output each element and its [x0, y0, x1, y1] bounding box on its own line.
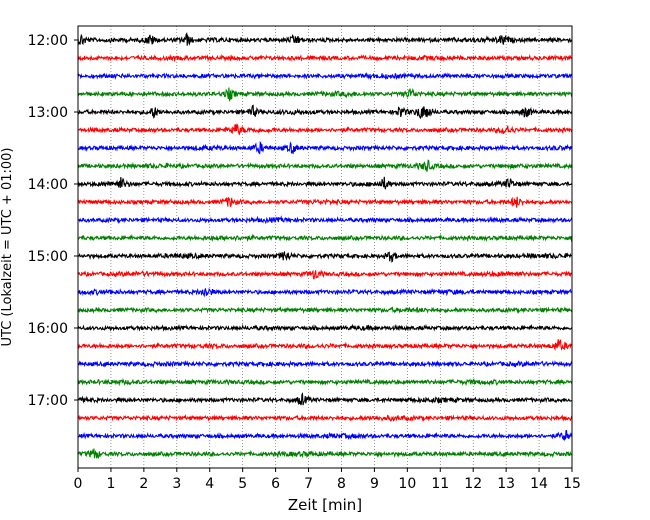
trace-row-1545 — [77, 305, 573, 315]
x-tick-label: 12 — [464, 476, 482, 492]
trace-row-1645 — [77, 378, 573, 387]
trace-row-1430 — [77, 215, 573, 225]
x-tick-label: 14 — [530, 476, 548, 492]
trace-row-1630 — [78, 359, 573, 369]
y-tick-label: 13:00 — [28, 105, 68, 121]
trace-row-1515 — [77, 269, 573, 280]
x-axis-ticks: 0 1 2 3 4 5 6 7 8 9 10 11 12 13 14 15 — [74, 468, 581, 492]
y-axis-label: UTC (Lokalzeit = UTC + 01:00) — [0, 148, 15, 347]
trace-row-1345 — [77, 159, 573, 172]
trace-row-1715 — [77, 413, 573, 422]
y-tick-label: 17:00 — [28, 393, 68, 409]
trace-row-1300 — [77, 104, 573, 120]
trace-row-1330 — [77, 140, 573, 155]
trace-row-1230 — [77, 71, 573, 81]
y-axis-ticks: 12:00 13:00 14:00 15:00 16:00 17:00 — [28, 33, 78, 409]
trace-row-1500 — [77, 250, 573, 263]
plot-area — [78, 26, 572, 468]
trace-row-1445 — [77, 233, 573, 243]
x-tick-label: 6 — [271, 476, 280, 492]
trace-row-1700 — [77, 392, 573, 406]
x-tick-label: 8 — [337, 476, 346, 492]
trace-row-1245 — [77, 87, 573, 103]
plot-frame — [77, 25, 573, 469]
y-tick-label: 14:00 — [28, 177, 68, 193]
x-tick-label: 1 — [106, 476, 115, 492]
y-tick-label: 16:00 — [28, 321, 68, 337]
trace-row-1615 — [77, 339, 573, 351]
x-axis-label: Zeit [min] — [288, 496, 362, 514]
x-tick-label: 0 — [74, 476, 83, 492]
trace-row-1730 — [77, 429, 573, 441]
x-tick-label: 3 — [172, 476, 181, 492]
seismic-traces — [77, 31, 573, 460]
x-tick-label: 15 — [563, 476, 581, 492]
trace-row-1600 — [77, 323, 573, 333]
x-tick-label: 13 — [497, 476, 515, 492]
x-tick-label: 5 — [238, 476, 247, 492]
trace-row-1200 — [77, 31, 573, 46]
x-tick-label: 4 — [205, 476, 214, 492]
x-tick-label: 9 — [370, 476, 379, 492]
x-tick-label: 7 — [304, 476, 313, 492]
x-tick-label: 2 — [139, 476, 148, 492]
trace-row-1415 — [77, 196, 573, 208]
trace-row-1215 — [77, 53, 573, 63]
x-tick-label: 11 — [431, 476, 449, 492]
trace-row-1400 — [77, 176, 573, 190]
trace-row-1530 — [77, 287, 573, 298]
x-tick-label: 10 — [398, 476, 416, 492]
trace-row-1745 — [77, 448, 573, 460]
y-tick-label: 15:00 — [28, 249, 68, 265]
y-tick-label: 12:00 — [28, 33, 68, 49]
trace-row-1315 — [77, 123, 573, 136]
